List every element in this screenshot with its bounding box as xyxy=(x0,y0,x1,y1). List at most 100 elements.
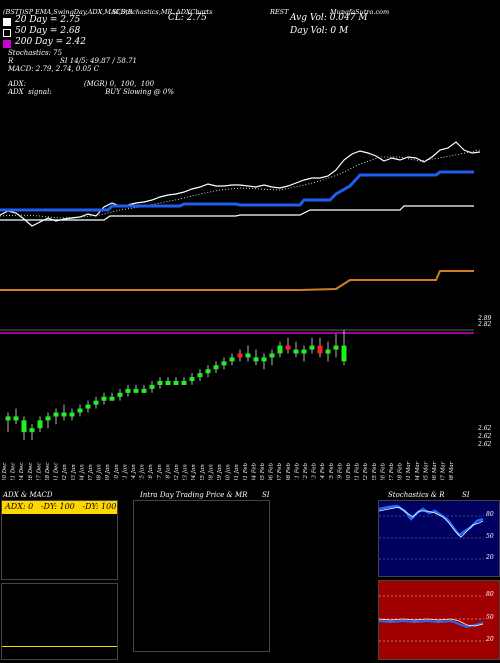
date-label: 21 Dec xyxy=(11,463,17,481)
day-volume: Day Vol: 0 M xyxy=(290,26,349,36)
adx-panel-header xyxy=(2,501,117,514)
candle-body xyxy=(205,369,211,374)
rsi-panel: 80 50 20 xyxy=(378,580,500,660)
candle-body xyxy=(101,396,107,401)
date-label: 24 Dec xyxy=(19,463,25,481)
date-label: 30 Jan xyxy=(226,464,232,480)
candle-body xyxy=(45,416,51,421)
mr-panel-si: SI xyxy=(262,491,270,499)
date-label: 16 Jan xyxy=(148,464,154,480)
candle-body xyxy=(13,416,19,421)
stoch-level-80: 80 xyxy=(486,511,494,518)
ema20-swatch xyxy=(3,18,11,26)
date-label: 27 Feb xyxy=(389,462,395,480)
date-label: 31 Dec xyxy=(54,463,60,481)
candle-body xyxy=(125,388,131,393)
stochastics-chart xyxy=(378,504,484,560)
date-label: 26 Feb xyxy=(380,462,386,480)
rsi-line xyxy=(378,619,484,629)
date-label: 17 Jan xyxy=(157,464,163,480)
stoch-panel-si: SI xyxy=(462,491,470,499)
candle-body xyxy=(277,345,283,354)
date-label: 26 Dec xyxy=(28,463,34,481)
candle-body xyxy=(285,345,291,350)
candle-body xyxy=(293,349,299,354)
date-label: 19 Feb xyxy=(337,462,343,480)
date-label: 14 Jan xyxy=(131,464,137,480)
date-label: 07 Jan xyxy=(88,464,94,480)
candle-body xyxy=(229,357,235,362)
ema50-swatch xyxy=(3,29,11,37)
date-label: 04 Feb xyxy=(251,462,257,480)
price-line xyxy=(0,141,481,227)
candle-body xyxy=(77,408,83,413)
stochastics-value: Stochastics: 75 xyxy=(8,49,63,57)
date-label: 07 Mar xyxy=(441,461,447,480)
stoch-level-50: 50 xyxy=(486,533,494,540)
date-label: 25 Feb xyxy=(372,462,378,480)
date-label: 09 Jan xyxy=(105,464,111,480)
candle-body xyxy=(21,420,27,433)
date-label: 02 Jan xyxy=(62,464,68,480)
ema200-swatch xyxy=(3,40,11,48)
candle-body xyxy=(309,345,315,350)
rsi-level-80: 80 xyxy=(486,591,494,598)
white-ema-line xyxy=(0,205,474,221)
stoch-level-20: 20 xyxy=(486,554,494,561)
adx-panel: ADX: 0 -DY: 100 -DY: 100 xyxy=(1,500,118,580)
stochastics-panel: 80 50 20 xyxy=(378,500,500,577)
candles-group xyxy=(5,329,347,440)
candle-body xyxy=(197,373,203,378)
date-label: 20 Dec xyxy=(2,463,8,481)
avg-volume: Avg Vol: 0.047 M xyxy=(290,13,368,23)
rsi-level-50: 50 xyxy=(486,614,494,621)
date-label: 05 Feb xyxy=(260,462,266,480)
price-axis-bot1: 2.62 xyxy=(478,425,492,432)
date-label: 11 Jan xyxy=(122,464,128,480)
mr-panel-title: Intra Day Trading Price & MR xyxy=(140,491,248,499)
rsi-signal-line xyxy=(378,618,484,627)
chart-provider: SI,Stochastics,MR xyxy=(112,8,173,16)
date-label: 15 Jan xyxy=(140,464,146,480)
candle-body xyxy=(117,392,123,397)
candle-body xyxy=(157,381,163,385)
main-price-chart: 20 Dec 21 Dec 24 Dec 26 Dec 27 Dec 28 Dec 31 D… xyxy=(0,141,481,481)
price-axis-bot2: 2.62 xyxy=(478,433,492,440)
date-label: 25 Jan xyxy=(200,464,206,480)
candle-body xyxy=(61,412,67,417)
date-label: 13 Feb xyxy=(312,462,318,480)
ema200-value: 200 Day = 2.42 xyxy=(15,37,87,47)
date-label: 14 Feb xyxy=(320,462,326,480)
candle-body xyxy=(341,345,347,362)
adx-panel-values: ADX: 0 -DY: 100 -DY: 100 xyxy=(5,502,117,511)
date-label: 11 Feb xyxy=(294,462,300,480)
date-label: 08 Mar xyxy=(449,461,455,480)
date-label: 10 Jan xyxy=(114,464,120,480)
candle-body xyxy=(237,353,243,358)
date-label: 28 Jan xyxy=(208,464,214,480)
candle-body xyxy=(253,357,259,362)
candle-body xyxy=(93,400,99,405)
ema50-value: 50 Day = 2.68 xyxy=(15,26,81,36)
stoch-panel-title: Stochastics & R xyxy=(388,491,445,499)
stoch-d-line xyxy=(378,506,484,538)
candle-body xyxy=(29,428,35,433)
close-price: CL: 2.75 xyxy=(168,13,207,23)
ticker-line: (BSTJ)SP EMA,SwingDay,ADX,MACD,R xyxy=(3,8,133,16)
candle-body xyxy=(325,349,331,354)
date-label: 22 Jan xyxy=(174,464,180,480)
candle-body xyxy=(133,388,139,393)
adx-value: ADX: (MGR) 0, 100, 100 xyxy=(8,80,155,88)
rsi-chart xyxy=(378,595,484,642)
date-label: 03 Jan xyxy=(71,464,77,480)
candle-body xyxy=(213,365,219,370)
candle-body xyxy=(261,357,267,362)
date-label: 15 Feb xyxy=(329,462,335,480)
date-label: 07 Feb xyxy=(277,462,283,480)
macd-value: MACD: 2.79, 2.74, 0.05 C xyxy=(8,65,100,73)
candle-body xyxy=(85,404,91,409)
munafa-label: MunafaSutra.com xyxy=(330,8,390,16)
date-label: 01 Mar xyxy=(406,461,412,480)
date-label: 05 Mar xyxy=(423,461,429,480)
date-label: 23 Jan xyxy=(183,464,189,480)
